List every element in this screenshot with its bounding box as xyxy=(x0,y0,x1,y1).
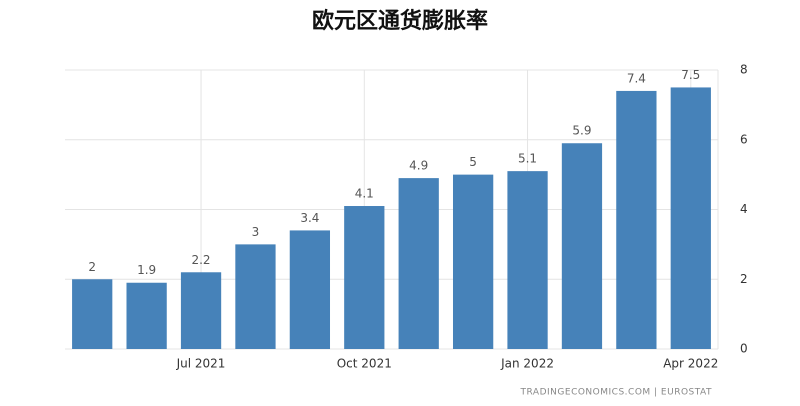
source-note: TRADINGECONOMICS.COM | EUROSTAT xyxy=(520,388,712,398)
bar xyxy=(561,143,603,349)
bar xyxy=(452,174,494,349)
bar xyxy=(344,206,385,349)
y-tick-label: 8 xyxy=(740,63,748,77)
bar xyxy=(616,90,657,350)
value-label: 5.9 xyxy=(572,124,591,138)
y-tick-label: 0 xyxy=(740,342,748,356)
y-tick-label: 2 xyxy=(740,272,748,286)
x-tick-label: Apr 2022 xyxy=(663,357,718,371)
bar xyxy=(289,230,331,349)
bar xyxy=(126,282,167,349)
bar xyxy=(670,87,711,349)
y-tick-label: 4 xyxy=(740,202,748,216)
bar xyxy=(507,171,548,349)
bar xyxy=(235,244,276,349)
x-tick-label: Oct 2021 xyxy=(337,357,392,371)
x-tick-label: Jan 2022 xyxy=(500,357,554,371)
value-label: 7.5 xyxy=(681,68,700,82)
value-label: 5.1 xyxy=(518,152,537,166)
value-label: 1.9 xyxy=(137,263,156,277)
value-label: 7.4 xyxy=(627,71,646,85)
value-label: 2 xyxy=(88,260,96,274)
value-label: 5 xyxy=(469,155,477,169)
value-label: 4.1 xyxy=(355,187,374,201)
value-label: 2.2 xyxy=(191,253,210,267)
bar xyxy=(72,279,113,349)
value-label: 4.9 xyxy=(409,159,428,173)
bar xyxy=(398,178,439,349)
value-label: 3.4 xyxy=(300,211,319,225)
y-tick-label: 6 xyxy=(740,132,748,146)
bar xyxy=(180,272,222,349)
value-label: 3 xyxy=(252,225,260,239)
chart-title: 欧元区通货膨胀率 xyxy=(312,8,488,34)
x-tick-label: Jul 2021 xyxy=(176,357,226,371)
